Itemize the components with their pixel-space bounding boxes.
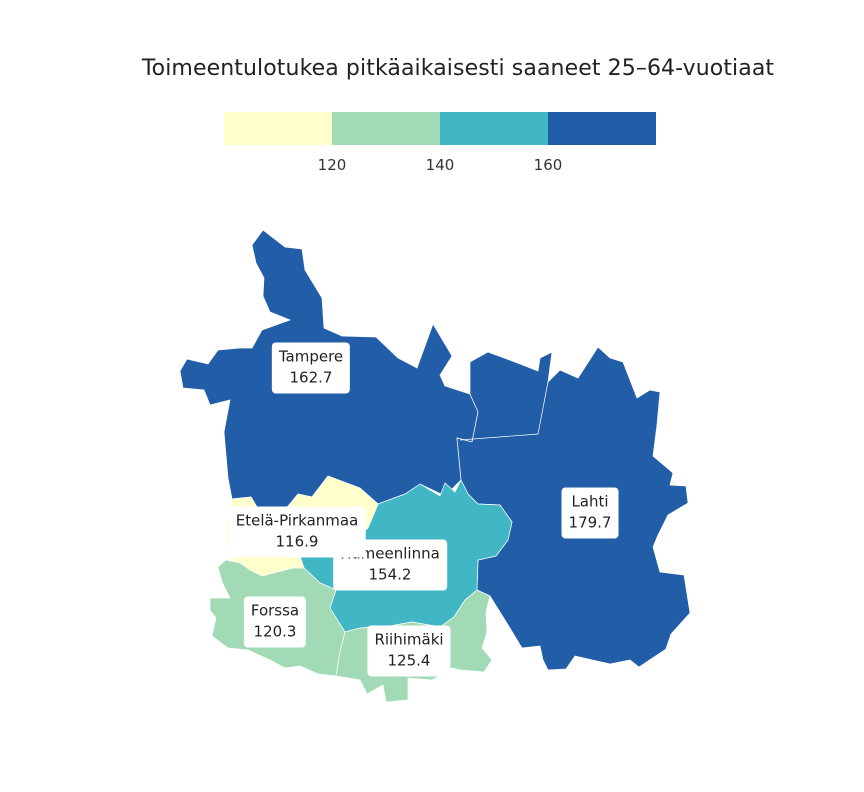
region-value: 179.7 bbox=[568, 513, 612, 532]
legend-tick-160: 160 bbox=[533, 156, 563, 174]
legend-bin-4 bbox=[548, 112, 656, 145]
color-legend bbox=[224, 112, 656, 145]
label-lahti: Lahti 179.7 bbox=[561, 487, 619, 539]
region-value: 116.9 bbox=[275, 532, 319, 551]
label-etela-pirkanmaa: Etelä-Pirkanmaa 116.9 bbox=[228, 506, 366, 558]
region-name: Lahti bbox=[571, 492, 609, 511]
label-forssa: Forssa 120.3 bbox=[243, 596, 307, 648]
region-value: 120.3 bbox=[253, 622, 297, 641]
legend-bin-3 bbox=[440, 112, 548, 145]
legend-tick-140: 140 bbox=[425, 156, 455, 174]
map-title: Toimeentulotukea pitkäaikaisesti saaneet… bbox=[141, 56, 775, 81]
region-name: Etelä-Pirkanmaa bbox=[235, 511, 359, 530]
region-name: Tampere bbox=[278, 347, 344, 366]
legend-tick-120: 120 bbox=[317, 156, 347, 174]
legend-bin-1 bbox=[224, 112, 332, 145]
label-tampere: Tampere 162.7 bbox=[271, 342, 351, 394]
region-name: Riihimäki bbox=[374, 630, 444, 649]
region-value: 125.4 bbox=[387, 651, 431, 670]
region-value: 162.7 bbox=[289, 368, 333, 387]
region-name: Forssa bbox=[250, 601, 300, 620]
lahti-inner-border bbox=[459, 381, 549, 441]
legend-bin-2 bbox=[332, 112, 440, 145]
region-value: 154.2 bbox=[368, 565, 412, 584]
label-riihimaki: Riihimäki 125.4 bbox=[367, 625, 451, 677]
